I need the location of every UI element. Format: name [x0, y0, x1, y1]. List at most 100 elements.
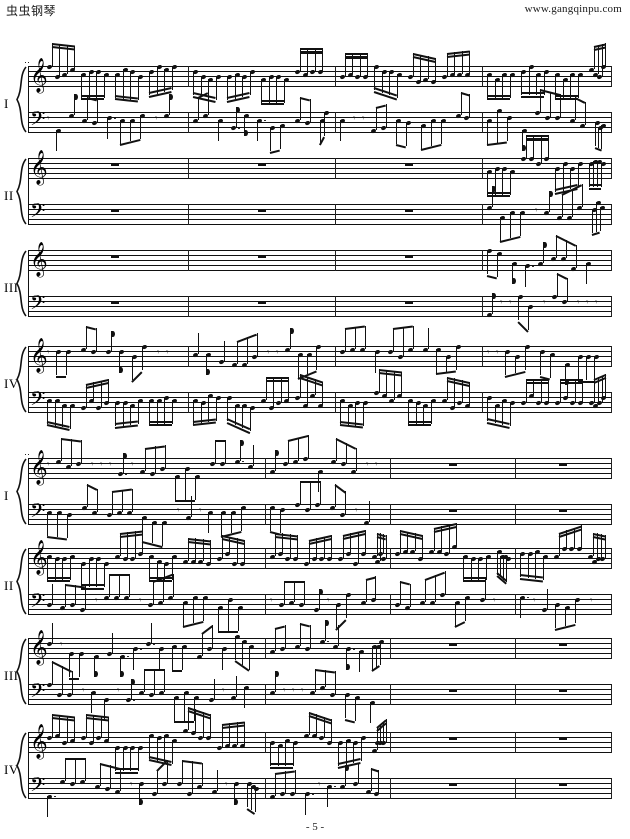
note-stem: [375, 351, 377, 373]
note-stem: [379, 641, 381, 665]
rest: 𝄾: [577, 298, 580, 308]
note-stem: [382, 534, 384, 554]
whole-rest: [448, 642, 457, 646]
system-bracket-line: [28, 458, 30, 525]
whole-rest: [257, 300, 266, 304]
note-stem: [292, 742, 294, 767]
staff-marking: ‥: [24, 447, 32, 457]
rest: 𝄾: [493, 596, 496, 606]
note-stem: [254, 788, 256, 813]
rest: 𝄾: [177, 506, 180, 516]
system-label: III: [4, 668, 19, 683]
barline: [265, 594, 266, 615]
note-stem: [565, 239, 567, 259]
note-stem: [344, 765, 346, 787]
beam: [265, 379, 289, 382]
note-stem: [549, 91, 551, 118]
note-stem: [484, 578, 486, 600]
system-ii: II 𝄞 𝄢 𝄾: [0, 135, 630, 244]
beam: [149, 424, 172, 427]
note-stem: [144, 447, 146, 472]
note-stem: [314, 48, 316, 72]
whole-rest: [111, 254, 119, 258]
note-stem: [190, 496, 192, 518]
note-stem: [91, 692, 93, 714]
note-stem: [96, 558, 98, 588]
note-stem: [586, 356, 588, 381]
final-barline: [611, 296, 612, 317]
rest: 𝄾: [222, 686, 225, 696]
note-stem: [104, 699, 106, 721]
beam: [463, 580, 486, 583]
note-stem: [455, 602, 457, 626]
rest: 𝄾: [155, 114, 158, 124]
beam: [375, 104, 387, 109]
note-stem: [108, 573, 110, 598]
note-stem: [336, 604, 338, 629]
system-label: III: [4, 280, 19, 295]
whole-rest: [257, 162, 266, 166]
note-stem: [376, 726, 378, 751]
note-stem: [414, 533, 416, 552]
note-stem: [215, 397, 217, 422]
note-stem: [322, 381, 324, 406]
note-stem: [66, 351, 68, 376]
note-stem: [223, 340, 225, 362]
note-stem: [575, 244, 577, 269]
beam: [86, 483, 98, 491]
note-stem: [337, 625, 339, 647]
treble-clef-icon: 𝄞: [30, 630, 48, 665]
rest: 𝄾: [157, 348, 160, 358]
note-stem: [352, 53, 354, 75]
note-stem: [355, 447, 357, 472]
note-stem: [401, 371, 403, 396]
barline: [515, 778, 516, 799]
beam: [460, 91, 470, 97]
note-stem: [558, 532, 560, 557]
beam: [299, 48, 323, 51]
note-stem: [359, 53, 361, 77]
rest: 𝄾: [130, 780, 133, 790]
note-stem: [570, 168, 572, 190]
note-stem: [314, 668, 316, 693]
whole-rest: [559, 736, 567, 740]
note-flag: [244, 130, 249, 137]
note-stem: [562, 163, 564, 191]
note-stem: [340, 400, 342, 424]
note-stem: [139, 783, 141, 805]
staff-lower: [28, 504, 611, 525]
note-stem: [115, 402, 117, 427]
note-stem: [469, 381, 471, 406]
page-header: 虫虫钢琴 www.gangqinpu.com: [0, 0, 630, 26]
augmentation-dot: [353, 648, 355, 650]
note-flag: [168, 94, 173, 101]
note-stem: [316, 714, 318, 736]
note-stem: [88, 558, 90, 588]
final-barline: [611, 548, 612, 569]
note-stem: [436, 349, 438, 373]
note-stem: [66, 44, 68, 75]
note-stem: [62, 405, 64, 428]
rest: 𝄾: [301, 686, 304, 696]
note-stem: [385, 535, 387, 559]
note-stem: [206, 354, 208, 376]
note-stem: [108, 379, 110, 403]
note-stem: [96, 71, 98, 98]
note-stem: [512, 263, 514, 285]
barline: [335, 392, 336, 413]
note-stem: [111, 491, 113, 515]
grand-staff-brace: [14, 458, 28, 525]
note-stem: [562, 79, 564, 98]
note-stem: [550, 354, 552, 378]
note-stem: [299, 481, 301, 505]
barline: [515, 638, 516, 659]
beam: [81, 94, 104, 97]
note-stem: [218, 607, 220, 631]
system-iii: III 𝄞 𝄢 𝄾 𝄾 𝄾 𝄾 𝄾 𝄾 𝄾: [0, 620, 630, 724]
beam: [525, 135, 549, 138]
note-stem: [93, 382, 95, 401]
note-stem: [575, 599, 577, 624]
barline: [188, 250, 189, 271]
note-stem: [109, 765, 111, 789]
note-stem: [470, 558, 472, 580]
